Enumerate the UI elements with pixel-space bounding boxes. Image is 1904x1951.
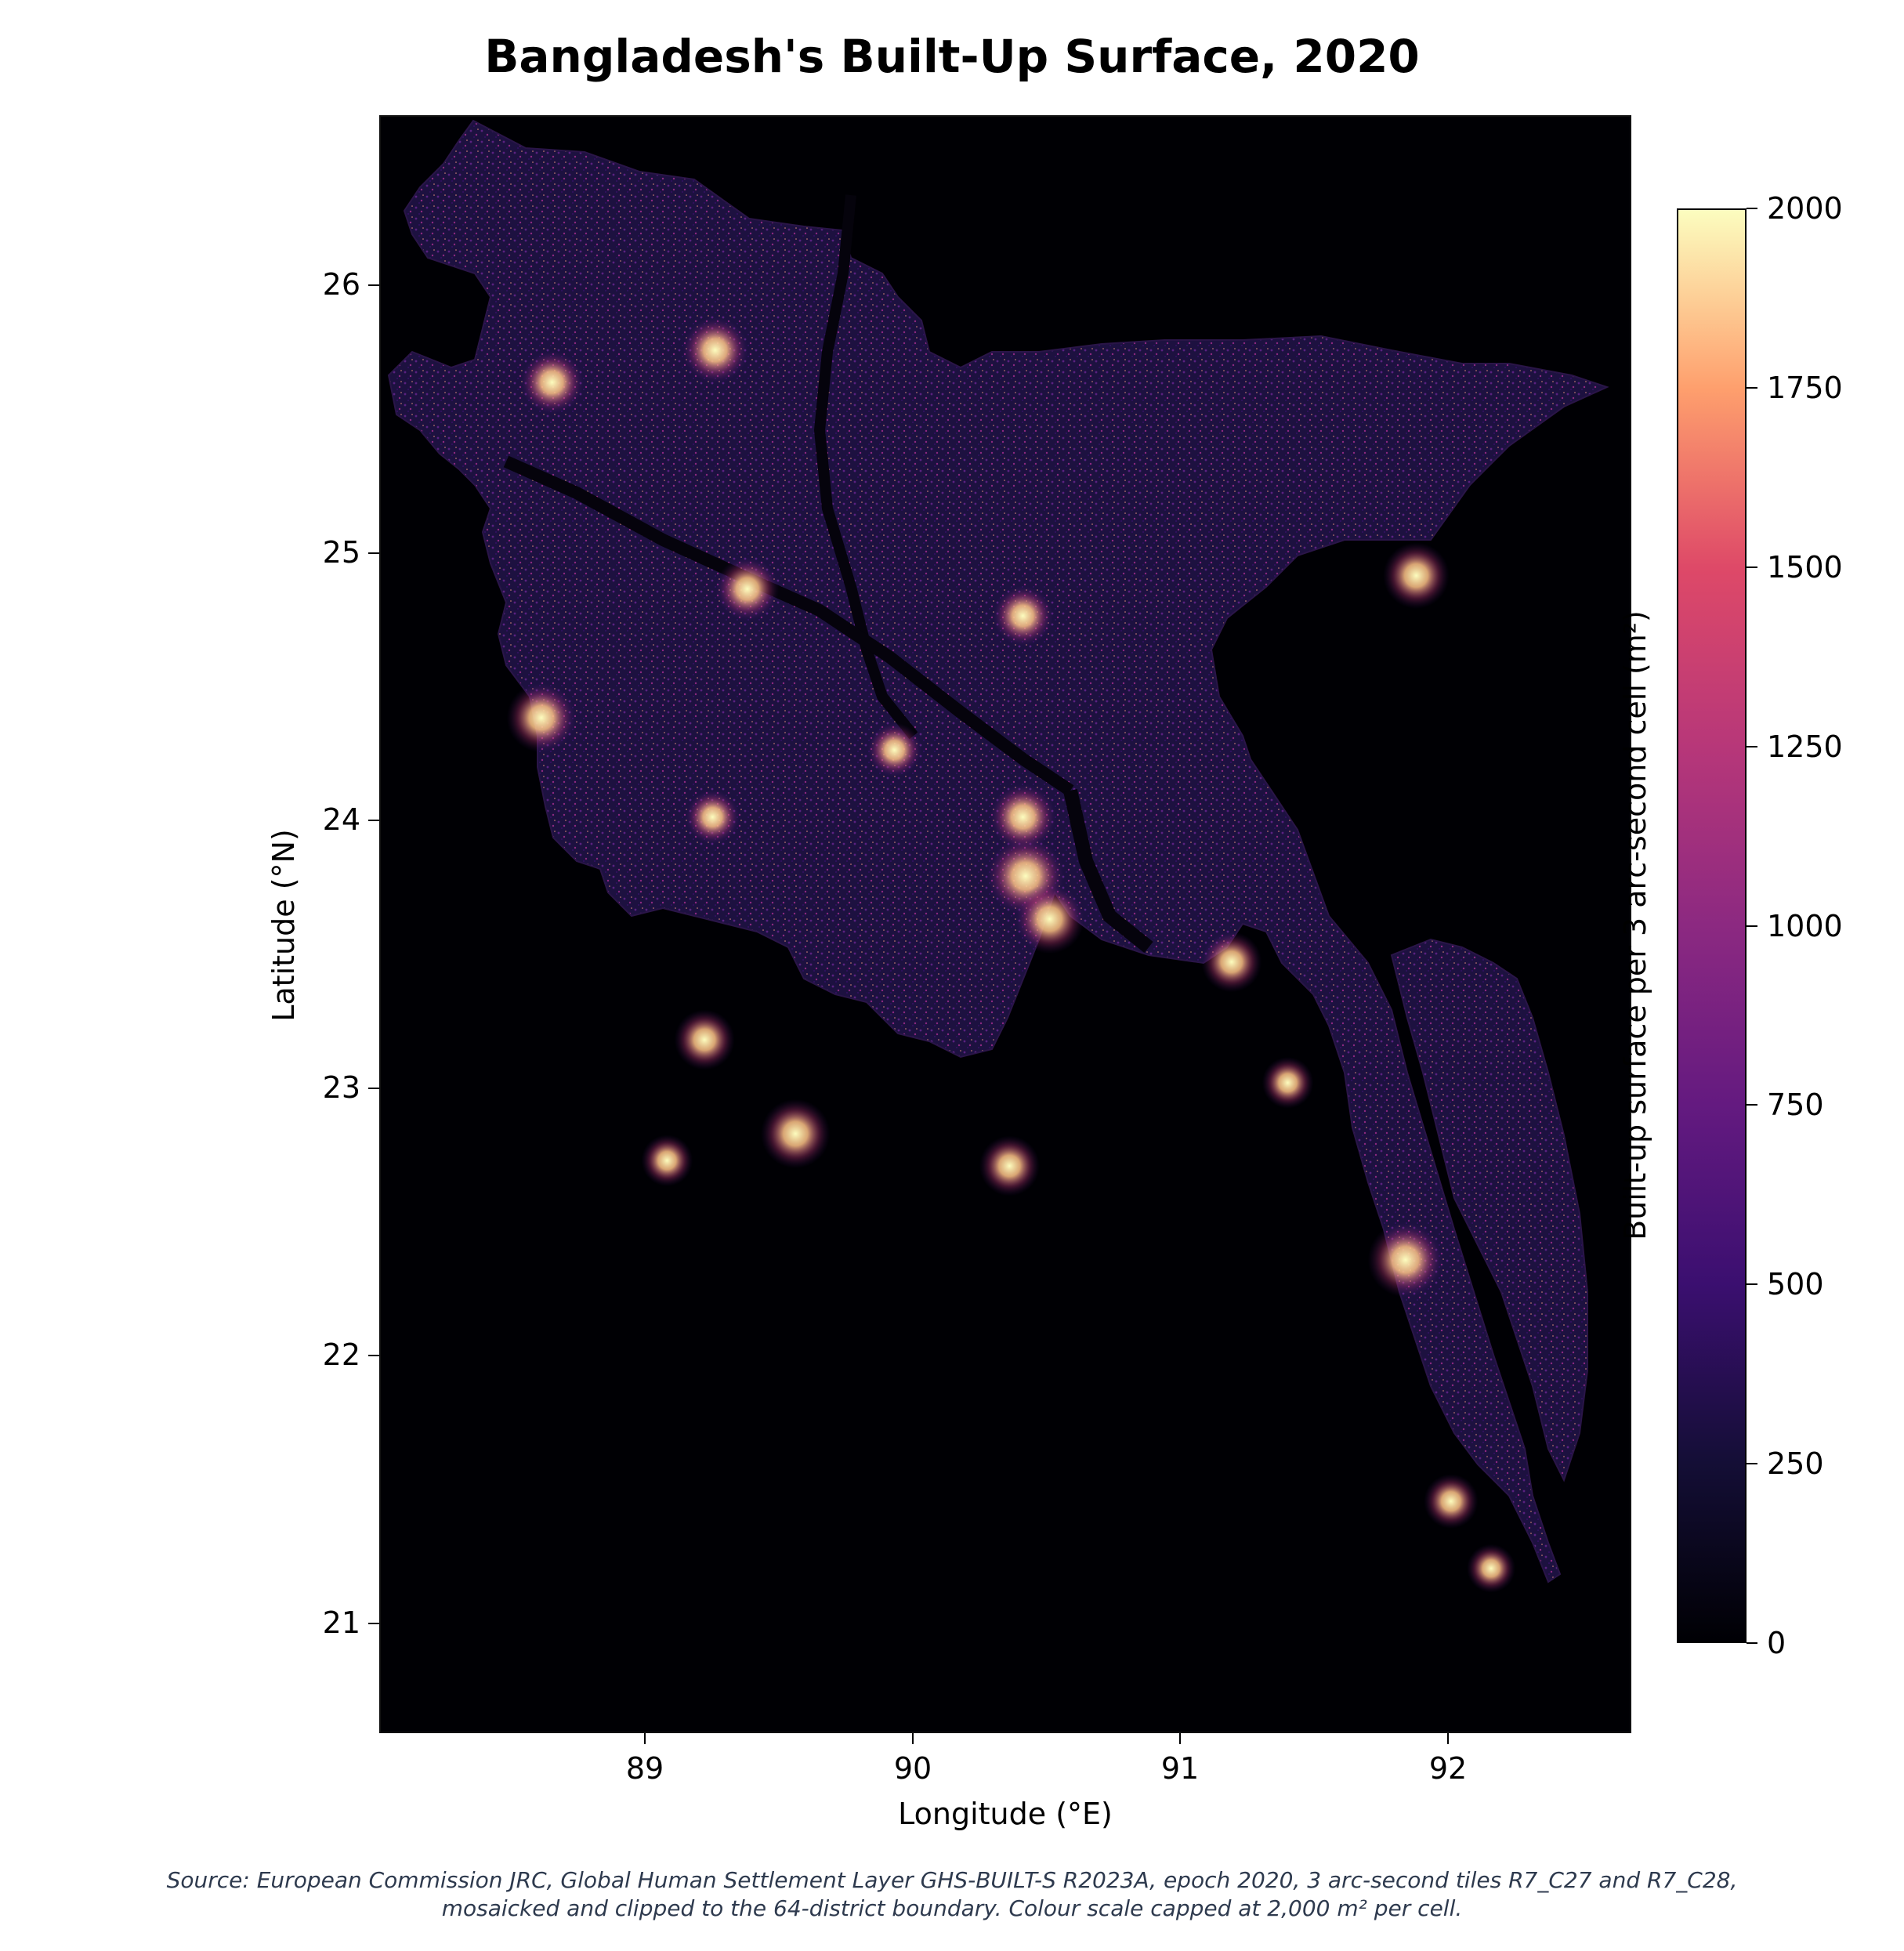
hotspot-jashore	[674, 1009, 735, 1070]
colorbar-title: Built-up surface per 3 arc-second cell (…	[1618, 610, 1652, 1240]
y-axis-title: Latitude (°N)	[266, 829, 301, 1022]
hotspot-bogura	[715, 557, 780, 621]
southeast-land	[1390, 938, 1588, 1482]
built-up-map	[387, 119, 1609, 1593]
hotspot-rajshahi	[506, 682, 577, 753]
river-jamuna	[813, 194, 918, 740]
colorbar-tick-label-1750: 1750	[1767, 370, 1843, 405]
hotspot-gazipur	[990, 784, 1056, 851]
hotspot-pabna	[685, 790, 740, 845]
hotspot-barishal	[979, 1135, 1041, 1196]
xtick-label-90: 90	[893, 1751, 932, 1786]
colorbar-tick-mark-1250	[1747, 745, 1757, 747]
colorbar-tick-mark-750	[1747, 1104, 1757, 1106]
colorbar-tick-label-1250: 1250	[1767, 729, 1843, 764]
ytick-label-26: 26	[322, 267, 360, 302]
hotspot-dinajpur	[520, 350, 585, 414]
hotspot-khulna	[760, 1099, 831, 1169]
ytick-label-24: 24	[322, 802, 360, 837]
hotspot-cox-s-bazar	[1424, 1474, 1479, 1529]
colorbar-tick-mark-2000	[1747, 208, 1757, 209]
x-axis-title: Longitude (°E)	[898, 1797, 1113, 1831]
source-note-line-1: Source: European Commission JRC, Global …	[166, 1867, 1738, 1893]
colorbar-tick-label-2000: 2000	[1767, 191, 1843, 226]
xtick-mark-91	[1179, 1733, 1181, 1744]
chart-title: Bangladesh's Built-Up Surface, 2020	[484, 30, 1420, 83]
hotspot-chattogram	[1367, 1222, 1443, 1298]
hotspot-rangpur	[682, 317, 749, 384]
hotspot-mymensingh	[992, 585, 1054, 646]
ytick-mark-22	[368, 1355, 379, 1356]
hotspot-teknaf	[1467, 1544, 1516, 1593]
hotspot-feni	[1261, 1056, 1314, 1109]
ytick-mark-23	[368, 1088, 379, 1089]
hotspot-satkhira	[641, 1135, 693, 1187]
ytick-label-23: 23	[322, 1070, 360, 1105]
xtick-label-92: 92	[1428, 1751, 1468, 1786]
colorbar-tick-label-1500: 1500	[1767, 549, 1843, 585]
colorbar-tick-mark-1000	[1747, 925, 1757, 927]
colorbar	[1677, 208, 1747, 1643]
colorbar-tick-mark-1500	[1747, 566, 1757, 568]
colorbar-tick-mark-1750	[1747, 386, 1757, 389]
colorbar-tick-label-0: 0	[1767, 1626, 1786, 1660]
colorbar-tick-label-500: 500	[1767, 1267, 1824, 1302]
ytick-label-25: 25	[322, 535, 360, 570]
colorbar-tick-label-1000: 1000	[1767, 908, 1843, 943]
ytick-mark-21	[368, 1623, 379, 1624]
colorbar-tick-label-750: 750	[1767, 1088, 1824, 1123]
hotspot-tangail	[867, 722, 922, 777]
hotspot-sylhet	[1383, 542, 1450, 609]
colorbar-tick-label-250: 250	[1767, 1446, 1824, 1482]
xtick-label-91: 91	[1160, 1751, 1200, 1786]
xtick-mark-89	[644, 1733, 646, 1744]
colorbar-tick-mark-500	[1747, 1283, 1757, 1286]
ytick-mark-24	[368, 820, 379, 821]
xtick-label-89: 89	[625, 1751, 664, 1786]
hotspot-layer	[506, 317, 1516, 1593]
river-padma	[503, 455, 1074, 796]
river-meghna	[1063, 789, 1153, 954]
colorbar-tick-mark-250	[1747, 1463, 1757, 1465]
ytick-label-21: 21	[322, 1605, 360, 1640]
hotspot-narayanganj	[1015, 884, 1084, 954]
colorbar-tick-mark-0	[1747, 1642, 1757, 1644]
xtick-mark-92	[1447, 1733, 1449, 1744]
hotspot-cumilla	[1201, 932, 1262, 993]
ytick-mark-26	[368, 284, 379, 286]
ytick-mark-25	[368, 552, 379, 554]
map-panel	[379, 115, 1631, 1733]
ytick-label-22: 22	[322, 1337, 360, 1372]
xtick-mark-90	[912, 1733, 914, 1744]
source-note-line-2: mosaicked and clipped to the 64-district…	[441, 1895, 1463, 1921]
